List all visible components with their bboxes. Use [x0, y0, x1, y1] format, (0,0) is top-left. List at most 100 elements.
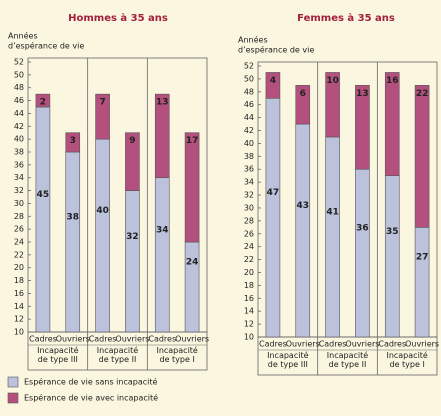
bar-segment	[95, 93, 110, 140]
y-tick-label: 28	[14, 212, 24, 221]
value-label: 34	[156, 225, 169, 235]
y-tick-label: 46	[14, 96, 24, 105]
y-tick-label: 26	[14, 225, 24, 234]
bar-segment	[65, 132, 81, 153]
x-tick-label: Cadres	[319, 340, 347, 349]
y-tick-label: 26	[244, 229, 254, 238]
y-tick-label: 30	[14, 199, 24, 208]
y-tick-label: 40	[14, 135, 24, 144]
bar-segment	[265, 97, 281, 338]
y-tick-label: 36	[14, 160, 24, 169]
x-tick-label: Ouvriers	[345, 340, 379, 349]
group-label-box: Incapacité de type I	[386, 351, 428, 369]
value-label: 32	[126, 232, 139, 242]
legend-label: Espérance de vie sans incapacité	[24, 377, 157, 387]
x-tick-label: Cadres	[259, 340, 287, 349]
y-tick-label: 52	[14, 58, 24, 67]
group-label: Incapacité de type I	[386, 351, 428, 369]
x-tick-label: Cadres	[89, 335, 117, 344]
y-axis-label: Années	[238, 35, 268, 45]
y-tick-label: 32	[244, 191, 254, 200]
value-label: 17	[186, 136, 199, 146]
y-tick-label: 36	[244, 165, 254, 174]
group-label-box: Incapacité de type II	[327, 351, 368, 369]
group-label: Incapacité de type III	[267, 351, 309, 369]
value-label: 3	[70, 136, 76, 146]
y-tick-label: 50	[244, 74, 254, 83]
bar-segment	[184, 132, 200, 243]
y-tick-label: 24	[244, 242, 254, 251]
value-label: 24	[186, 258, 199, 268]
bar-segment	[414, 85, 430, 228]
bar-segment	[295, 85, 311, 125]
y-tick-label: 12	[14, 315, 24, 324]
y-tick-label: 30	[244, 203, 254, 212]
y-tick-label: 16	[14, 289, 24, 298]
y-tick-label: 20	[244, 268, 254, 277]
y-tick-label: 50	[14, 70, 24, 79]
bar-segment	[325, 136, 340, 338]
y-tick-label: 48	[244, 87, 254, 96]
y-tick-label: 22	[244, 255, 254, 264]
value-label: 35	[386, 227, 399, 237]
value-label: 10	[326, 76, 339, 86]
value-label: 13	[356, 89, 369, 99]
y-tick-label: 40	[244, 139, 254, 148]
y-tick-label: 18	[14, 276, 24, 285]
bar-segment	[414, 227, 430, 338]
value-label: 40	[96, 206, 109, 216]
y-tick-label: 32	[14, 186, 24, 195]
bar-segment	[125, 190, 140, 333]
group-label-box: Incapacité de type III	[267, 351, 309, 369]
y-tick-label: 48	[14, 83, 24, 92]
value-label: 38	[66, 213, 79, 223]
y-tick-label: 52	[244, 62, 254, 71]
value-label: 16	[386, 76, 399, 86]
bar-segment	[384, 175, 400, 338]
group-label-box: Incapacité de type II	[96, 346, 139, 364]
bar-segment	[355, 85, 370, 170]
bar-segment	[355, 168, 370, 338]
value-label: 9	[129, 136, 135, 146]
value-label: 45	[37, 190, 50, 200]
bar-segment	[35, 93, 51, 108]
legend-swatch	[7, 392, 19, 404]
plot-frame	[257, 61, 438, 338]
bar-segment	[384, 72, 400, 176]
group-label-box: Incapacité de type III	[37, 346, 78, 364]
bar-segment	[325, 72, 340, 138]
y-tick-label: 18	[244, 281, 254, 290]
legend-swatch	[7, 376, 19, 388]
y-tick-label: 12	[244, 320, 254, 329]
value-label: 27	[416, 253, 429, 263]
group-label-box: Incapacité de type I	[156, 346, 197, 364]
bar-segment	[295, 123, 311, 338]
bar-segment	[184, 241, 200, 333]
plot-frame	[27, 57, 208, 333]
chart-title: Hommes à 35 ans	[68, 12, 168, 24]
value-label: 41	[326, 207, 339, 217]
y-tick-label: 38	[244, 152, 254, 161]
label-frame	[27, 331, 208, 371]
bar-segment	[65, 151, 81, 333]
value-label: 47	[267, 188, 280, 198]
chart-title: Femmes à 35 ans	[297, 12, 395, 24]
y-tick-label: 28	[244, 216, 254, 225]
y-axis-label: d’espérance de vie	[8, 41, 84, 51]
y-tick-label: 16	[244, 294, 254, 303]
group-label: Incapacité de type II	[96, 346, 139, 364]
y-tick-label: 34	[244, 178, 254, 187]
value-label: 43	[296, 201, 309, 211]
value-label: 6	[300, 89, 306, 99]
y-axis-label: d’espérance de vie	[238, 45, 314, 55]
bar-segment	[95, 138, 110, 333]
y-tick-label: 42	[244, 126, 254, 135]
value-label: 4	[270, 76, 276, 86]
y-tick-label: 10	[14, 328, 24, 337]
bar-segment	[154, 93, 170, 179]
bar-segment	[125, 132, 140, 191]
y-tick-label: 38	[14, 148, 24, 157]
x-tick-label: Cadres	[378, 340, 406, 349]
y-tick-label: 20	[14, 263, 24, 272]
